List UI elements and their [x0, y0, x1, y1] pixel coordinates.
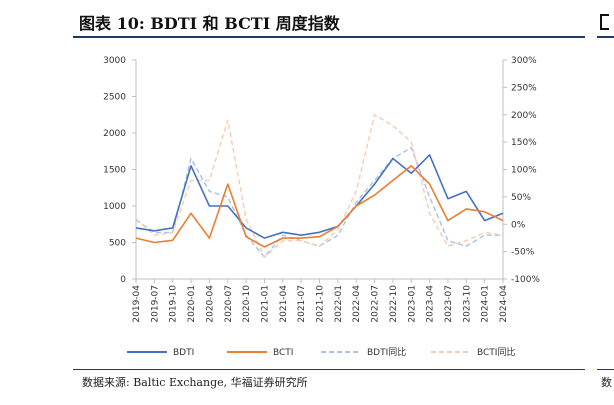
- next-panel-title-fragment: [600, 14, 609, 30]
- y-right-tick-label: 0%: [511, 220, 526, 230]
- x-tick-label: 2022-04: [352, 285, 362, 323]
- x-tick-label: 2021-04: [279, 285, 289, 323]
- x-tick-label: 2022-01: [334, 285, 344, 323]
- y-left-tick-label: 1000: [103, 202, 126, 212]
- x-tick-label: 2020-10: [242, 285, 252, 323]
- next-panel-title-bar: [597, 6, 614, 38]
- x-tick-label: 2021-07: [297, 285, 307, 323]
- next-panel-footer-divider: [597, 369, 614, 370]
- x-tick-label: 2021-01: [260, 285, 270, 323]
- legend-label-2: BDTI同比: [367, 346, 406, 358]
- y-left-tick-label: 2500: [103, 93, 126, 103]
- x-tick-label: 2022-07: [371, 285, 381, 323]
- y-left-tick-label: 1500: [103, 166, 126, 176]
- y-left-tick-label: 500: [109, 239, 126, 249]
- x-tick-label: 2020-07: [224, 285, 234, 323]
- line-chart: 0 500 1000 1500 2000 2500 3000 -100% -50% 0% 50% 10…: [103, 56, 540, 358]
- x-tick-label: 2019-04: [132, 285, 142, 323]
- y-right-tick-label: 200%: [511, 111, 537, 121]
- y-right-tick-label: 150%: [511, 138, 537, 148]
- y-right-tick-label: 100%: [511, 166, 537, 176]
- y-right-tick-label: -50%: [511, 248, 535, 258]
- x-tick-label: 2023-01: [407, 285, 417, 323]
- x-tick-label: 2019-07: [150, 285, 160, 323]
- y-right-tick-label: -100%: [511, 275, 540, 285]
- x-tick-label: 2022-10: [389, 285, 399, 323]
- next-panel-source-fragment: 数: [601, 376, 612, 389]
- x-tick-label: 2023-04: [426, 285, 436, 323]
- footer-divider: [73, 369, 585, 370]
- y-left-tick-label: 2000: [103, 129, 126, 139]
- y-right-tick-label: 50%: [511, 193, 531, 203]
- legend-label-1: BCTI: [273, 348, 293, 358]
- y-right-tick-label: 250%: [511, 83, 537, 93]
- legend-label-0: BDTI: [173, 348, 194, 358]
- series-line-3: [135, 114, 504, 258]
- series-line-2: [135, 146, 503, 258]
- y-left-tick-label: 0: [120, 275, 126, 285]
- source-note: 数据来源: Baltic Exchange, 华福证券研究所: [82, 376, 308, 389]
- x-tick-label: 2020-01: [187, 285, 197, 323]
- series-line-1: [135, 165, 504, 248]
- chart-title: 图表 10: BDTI 和 BCTI 周度指数: [79, 14, 340, 33]
- series-line-0: [135, 154, 504, 239]
- x-tick-label: 2020-04: [205, 285, 215, 323]
- title-bar: 图表 10: BDTI 和 BCTI 周度指数: [73, 6, 585, 38]
- x-tick-label: 2024-01: [481, 285, 491, 323]
- x-tick-label: 2023-10: [462, 285, 472, 323]
- x-tick-label: 2021-10: [316, 285, 326, 323]
- legend-label-3: BCTI同比: [477, 346, 515, 358]
- y-right-tick-label: 300%: [511, 56, 537, 66]
- x-tick-label: 2023-07: [444, 285, 454, 323]
- x-tick-label: 2024-04: [499, 285, 509, 323]
- x-tick-label: 2019-10: [169, 285, 179, 323]
- y-left-tick-label: 3000: [103, 56, 126, 66]
